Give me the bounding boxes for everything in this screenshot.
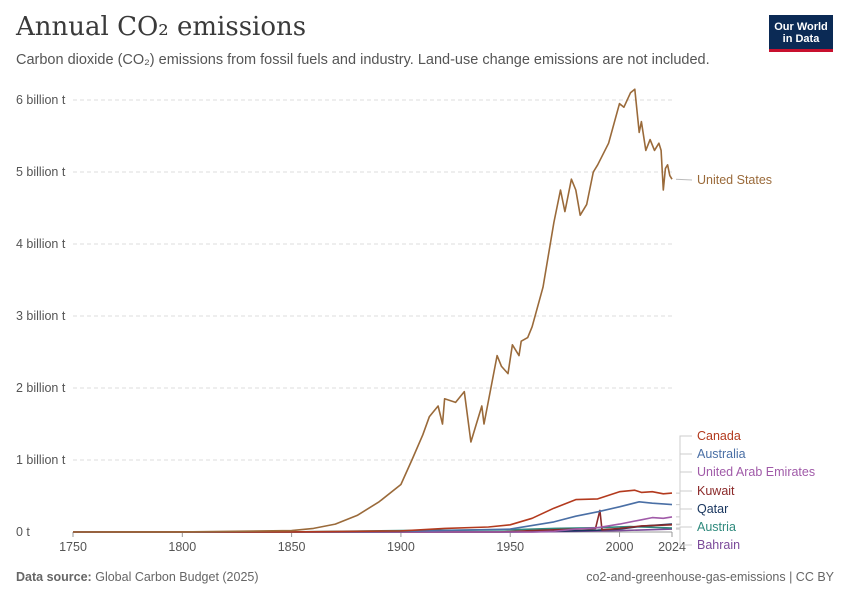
data-source-value[interactable]: Global Carbon Budget (2025) bbox=[95, 570, 259, 584]
y-tick-label: 0 t bbox=[16, 525, 30, 539]
legend-label-canada[interactable]: Canada bbox=[697, 429, 741, 443]
legend-connector bbox=[676, 453, 692, 506]
legend: United States Canada Australia United Arab … bbox=[675, 173, 815, 552]
legend-label-australia[interactable]: Australia bbox=[697, 447, 746, 461]
footer-url[interactable]: co2-and-greenhouse-gas-emissions | CC BY bbox=[586, 570, 834, 584]
x-tick-label: 1750 bbox=[59, 540, 87, 554]
x-axis: 1750 1800 1850 1900 1950 2000 2024 bbox=[59, 531, 686, 554]
y-tick-label: 4 billion t bbox=[16, 237, 66, 251]
legend-connector bbox=[676, 490, 692, 526]
owid-logo[interactable]: Our World in Data bbox=[769, 15, 833, 52]
legend-label-qatar[interactable]: Qatar bbox=[697, 502, 728, 516]
x-tick-label: 1800 bbox=[168, 540, 196, 554]
logo-line-1: Our World bbox=[774, 21, 828, 33]
series-lines bbox=[72, 88, 673, 533]
x-tick-label: 1850 bbox=[278, 540, 306, 554]
y-tick-label: 2 billion t bbox=[16, 381, 66, 395]
y-tick-label: 5 billion t bbox=[16, 165, 66, 179]
series-line-united-arab-emirates[interactable] bbox=[73, 516, 673, 533]
legend-connector bbox=[676, 508, 692, 525]
legend-label-united-states[interactable]: United States bbox=[697, 173, 772, 187]
legend-label-austria[interactable]: Austria bbox=[697, 520, 736, 534]
logo-line-2: in Data bbox=[782, 33, 820, 45]
y-tick-label: 6 billion t bbox=[16, 93, 66, 107]
legend-connector bbox=[676, 526, 692, 529]
chart-title: Annual CO₂ emissions bbox=[16, 12, 307, 42]
x-tick-label: 2000 bbox=[606, 540, 634, 554]
legend-connector bbox=[676, 435, 692, 494]
series-line-united-states[interactable] bbox=[72, 88, 673, 533]
x-tick-label: 1950 bbox=[496, 540, 524, 554]
y-tick-label: 1 billion t bbox=[16, 453, 66, 467]
legend-label-united-arab-emirates[interactable]: United Arab Emirates bbox=[697, 465, 815, 479]
legend-connector bbox=[676, 471, 692, 518]
data-source-label: Data source: bbox=[16, 570, 92, 584]
legend-label-bahrain[interactable]: Bahrain bbox=[697, 538, 740, 552]
y-axis-ticks: 0 t 1 billion t 2 billion t 3 billion t 4 bi… bbox=[16, 93, 66, 539]
y-tick-label: 3 billion t bbox=[16, 309, 66, 323]
data-source: Data source: Global Carbon Budget (2025) bbox=[16, 570, 259, 584]
legend-label-kuwait[interactable]: Kuwait bbox=[697, 484, 735, 498]
legend-connector bbox=[675, 178, 693, 181]
legend-connector bbox=[676, 528, 692, 546]
series-line-canada[interactable] bbox=[72, 489, 673, 533]
chart-subtitle: Carbon dioxide (CO₂) emissions from foss… bbox=[16, 52, 710, 68]
grid-lines bbox=[73, 99, 672, 461]
x-tick-label: 2024 bbox=[658, 540, 686, 554]
x-tick-label: 1900 bbox=[387, 540, 415, 554]
